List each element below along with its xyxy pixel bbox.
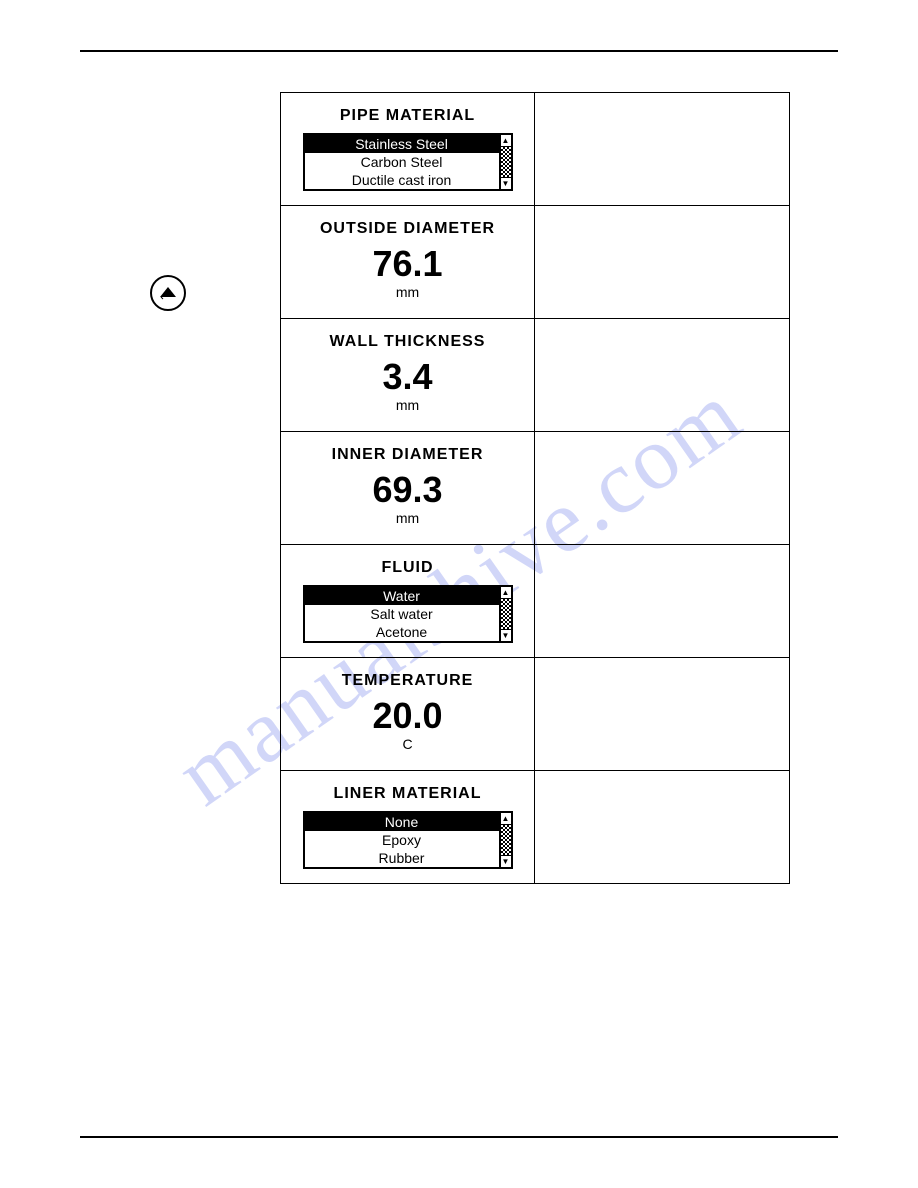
list-item[interactable]: Salt water <box>305 605 499 623</box>
up-arrow-icon <box>159 286 177 300</box>
cell-pipe-material: PIPE MATERIAL Stainless Steel Carbon Ste… <box>281 93 535 205</box>
top-rule <box>80 50 838 52</box>
scroll-down-icon[interactable]: ▼ <box>501 177 511 189</box>
scroll-down-icon[interactable]: ▼ <box>501 629 511 641</box>
param-value: 76.1 <box>372 246 442 282</box>
fluid-listbox[interactable]: Water Salt water Acetone ▲ ▼ <box>303 585 513 643</box>
up-nav-button[interactable] <box>150 275 186 311</box>
cell-right <box>535 93 789 205</box>
list-item[interactable]: Water <box>305 587 499 605</box>
scrollbar[interactable]: ▲ ▼ <box>499 135 511 189</box>
cell-right <box>535 432 789 544</box>
list-items: None Epoxy Rubber <box>305 813 499 867</box>
cell-liner-material: LINER MATERIAL None Epoxy Rubber ▲ ▼ <box>281 771 535 883</box>
table-row: INNER DIAMETER 69.3 mm <box>281 432 789 545</box>
param-title: FLUID <box>381 559 433 577</box>
param-title: WALL THICKNESS <box>330 333 486 351</box>
parameter-table: PIPE MATERIAL Stainless Steel Carbon Ste… <box>280 92 790 884</box>
scroll-track[interactable] <box>501 825 511 855</box>
liner-material-listbox[interactable]: None Epoxy Rubber ▲ ▼ <box>303 811 513 869</box>
param-value: 20.0 <box>372 698 442 734</box>
param-unit: mm <box>396 284 419 300</box>
param-value: 69.3 <box>372 472 442 508</box>
cell-right <box>535 771 789 883</box>
cell-right <box>535 319 789 431</box>
cell-wall-thickness: WALL THICKNESS 3.4 mm <box>281 319 535 431</box>
list-item[interactable]: Carbon Steel <box>305 153 499 171</box>
table-row: LINER MATERIAL None Epoxy Rubber ▲ ▼ <box>281 771 789 883</box>
bottom-rule <box>80 1136 838 1138</box>
table-row: TEMPERATURE 20.0 C <box>281 658 789 771</box>
cell-fluid: FLUID Water Salt water Acetone ▲ ▼ <box>281 545 535 657</box>
cell-temperature: TEMPERATURE 20.0 C <box>281 658 535 770</box>
scroll-track[interactable] <box>501 147 511 177</box>
cell-right <box>535 545 789 657</box>
list-item[interactable]: Stainless Steel <box>305 135 499 153</box>
table-row: WALL THICKNESS 3.4 mm <box>281 319 789 432</box>
param-unit: C <box>402 736 412 752</box>
cell-right <box>535 206 789 318</box>
param-title: OUTSIDE DIAMETER <box>320 220 495 238</box>
list-items: Stainless Steel Carbon Steel Ductile cas… <box>305 135 499 189</box>
param-unit: mm <box>396 397 419 413</box>
table-row: FLUID Water Salt water Acetone ▲ ▼ <box>281 545 789 658</box>
param-title: PIPE MATERIAL <box>340 107 475 125</box>
scroll-track[interactable] <box>501 599 511 629</box>
scroll-up-icon[interactable]: ▲ <box>501 135 511 147</box>
param-title: INNER DIAMETER <box>332 446 484 464</box>
param-title: LINER MATERIAL <box>334 785 482 803</box>
list-item[interactable]: Epoxy <box>305 831 499 849</box>
scrollbar[interactable]: ▲ ▼ <box>499 587 511 641</box>
param-title: TEMPERATURE <box>342 672 474 690</box>
scrollbar[interactable]: ▲ ▼ <box>499 813 511 867</box>
cell-inner-diameter: INNER DIAMETER 69.3 mm <box>281 432 535 544</box>
cell-outside-diameter: OUTSIDE DIAMETER 76.1 mm <box>281 206 535 318</box>
cell-right <box>535 658 789 770</box>
param-unit: mm <box>396 510 419 526</box>
table-row: OUTSIDE DIAMETER 76.1 mm <box>281 206 789 319</box>
table-row: PIPE MATERIAL Stainless Steel Carbon Ste… <box>281 93 789 206</box>
list-item[interactable]: Rubber <box>305 849 499 867</box>
list-item[interactable]: Acetone <box>305 623 499 641</box>
param-value: 3.4 <box>382 359 432 395</box>
list-item[interactable]: None <box>305 813 499 831</box>
list-item[interactable]: Ductile cast iron <box>305 171 499 189</box>
page: manualshive.com PIPE MATERIAL Stainless … <box>80 30 838 1158</box>
scroll-up-icon[interactable]: ▲ <box>501 813 511 825</box>
pipe-material-listbox[interactable]: Stainless Steel Carbon Steel Ductile cas… <box>303 133 513 191</box>
list-items: Water Salt water Acetone <box>305 587 499 641</box>
scroll-down-icon[interactable]: ▼ <box>501 855 511 867</box>
scroll-up-icon[interactable]: ▲ <box>501 587 511 599</box>
